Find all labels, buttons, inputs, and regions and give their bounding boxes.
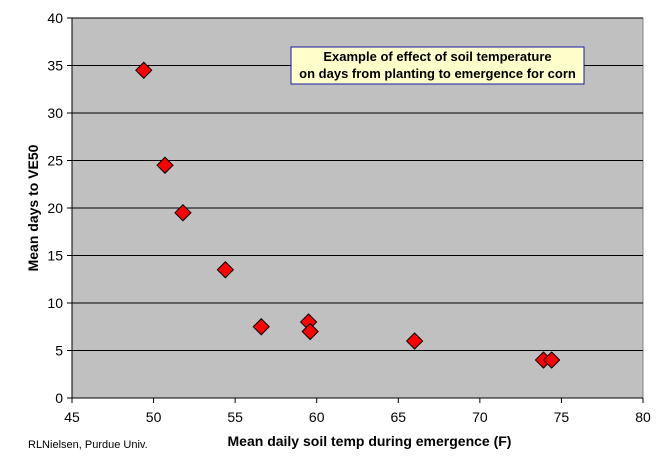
x-tick-label: 50 — [146, 409, 162, 425]
data-point — [135, 61, 153, 79]
x-tick-label: 70 — [472, 409, 488, 425]
credit-text: RLNielsen, Purdue Univ. — [28, 439, 148, 451]
y-tick-label: 40 — [47, 10, 63, 26]
x-tick-label: 65 — [390, 409, 406, 425]
annotation-line-2: on days from planting to emergence for c… — [299, 66, 576, 81]
x-tick-label: 45 — [64, 409, 80, 425]
data-point — [542, 351, 561, 369]
data-point — [156, 156, 174, 174]
x-tick-label: 75 — [554, 409, 570, 425]
data-point — [174, 204, 192, 222]
y-axis-title: Mean days to VE50 — [25, 144, 41, 271]
x-tick-label: 55 — [227, 409, 243, 425]
data-point — [216, 261, 235, 279]
x-tick-label: 60 — [309, 409, 325, 425]
x-axis-title: Mean daily soil temp during emergence (F… — [228, 433, 512, 449]
data-point — [301, 322, 319, 341]
x-tick-label: 80 — [635, 409, 651, 425]
data-points — [135, 61, 561, 369]
y-tick-label: 30 — [47, 105, 63, 121]
annotation-line-1: Example of effect of soil temperature — [323, 49, 551, 64]
data-point — [405, 332, 424, 350]
y-tick-label: 35 — [47, 58, 63, 74]
y-tick-label: 25 — [47, 153, 63, 169]
data-point — [252, 318, 270, 336]
y-axis-ticks: 0 5 10 15 20 25 30 35 40 — [47, 10, 72, 406]
y-tick-label: 10 — [47, 295, 63, 311]
annotation-box: Example of effect of soil temperature on… — [290, 46, 585, 85]
y-tick-label: 0 — [55, 390, 63, 406]
y-tick-label: 5 — [55, 343, 63, 359]
x-axis-ticks: 45 50 55 60 65 70 75 80 — [64, 18, 651, 425]
y-tick-label: 20 — [47, 200, 63, 216]
y-tick-label: 15 — [47, 248, 63, 264]
